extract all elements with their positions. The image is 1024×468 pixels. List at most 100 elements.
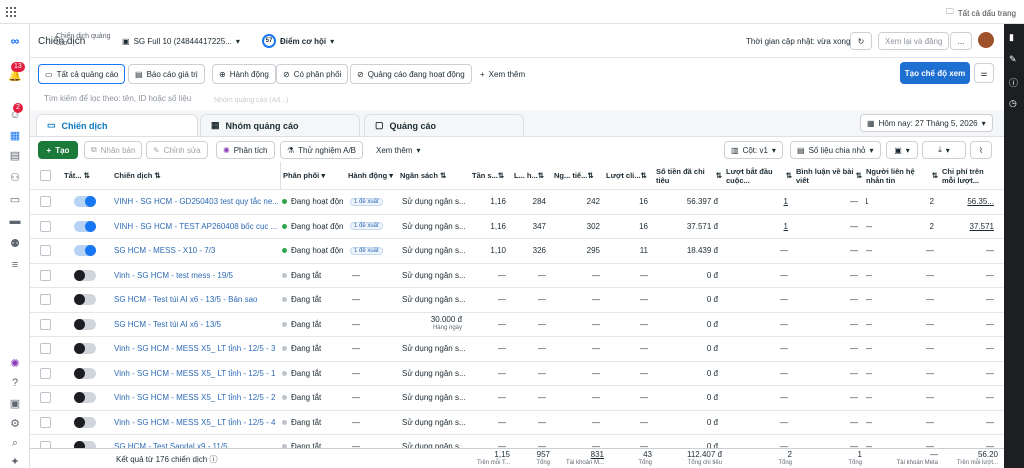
col-header-delivery[interactable]: Phân phối ▾ bbox=[280, 162, 344, 189]
campaign-name-link[interactable]: Vinh - SG HCM - MESS X5_ LT tỉnh - 12/5 … bbox=[114, 411, 278, 435]
card-icon[interactable]: ▬ bbox=[9, 215, 21, 227]
opportunity-score-button[interactable]: 57 Điểm cơ hội ▾ bbox=[256, 32, 341, 50]
edit-button[interactable]: ✎ Chỉnh sửa bbox=[146, 141, 208, 159]
pages-icon[interactable]: ▤ bbox=[9, 149, 21, 162]
col-header-conversations[interactable]: Lượt bắt đầu cuộc... ⇅ bbox=[726, 166, 792, 185]
chart-icon[interactable]: ▮ bbox=[1009, 32, 1014, 42]
row-checkbox[interactable] bbox=[40, 190, 54, 214]
see-more-filters[interactable]: + Xem thêm bbox=[474, 64, 532, 84]
toggle-switch[interactable] bbox=[74, 245, 96, 257]
table-row[interactable]: VINH - SG HCM - TEST AP260408 bốc cục ..… bbox=[30, 215, 1004, 239]
row-toggle[interactable] bbox=[74, 337, 104, 361]
notifications-icon[interactable]: 🔔 13 bbox=[7, 62, 25, 82]
select-all-checkbox[interactable] bbox=[40, 162, 54, 189]
row-checkbox[interactable] bbox=[40, 215, 54, 239]
toggle-switch[interactable] bbox=[74, 392, 96, 404]
budget-cell[interactable]: Sử dụng ngân s... bbox=[402, 190, 468, 214]
duplicate-button[interactable]: ⧉ Nhân bản bbox=[84, 141, 143, 159]
meta-logo-icon[interactable]: ∞ bbox=[10, 34, 20, 48]
checkbox[interactable] bbox=[40, 220, 51, 232]
toggle-switch[interactable] bbox=[74, 196, 96, 208]
table-row[interactable]: Vinh - SG HCM - MESS X5_ LT tỉnh - 12/5 … bbox=[30, 362, 1004, 386]
row-checkbox[interactable] bbox=[40, 313, 54, 337]
row-checkbox[interactable] bbox=[40, 386, 54, 410]
avatar[interactable] bbox=[978, 32, 994, 48]
budget-cell[interactable]: Sử dụng ngân s... bbox=[402, 288, 468, 312]
tab-ad-sets[interactable]: ▦ Nhóm quảng cáo bbox=[200, 114, 360, 136]
budget-cell[interactable]: 30.000 đ Hàng ngày bbox=[402, 313, 468, 337]
table-row[interactable]: Vinh - SG HCM - MESS X5_ LT tỉnh - 12/5 … bbox=[30, 386, 1004, 411]
col-header-budget[interactable]: Ngân sách ⇅ bbox=[400, 171, 447, 180]
col-header-actions[interactable]: Hành động ▾ bbox=[348, 171, 394, 180]
toggle-switch[interactable] bbox=[74, 343, 96, 355]
search-input[interactable]: Tìm kiếm để lọc theo: tên, ID hoặc số li… bbox=[44, 93, 192, 103]
analyze-button[interactable]: ✺ Phân tích bbox=[216, 141, 275, 159]
row-toggle[interactable] bbox=[74, 362, 104, 386]
menu-icon[interactable]: ≡ bbox=[11, 259, 19, 271]
info-icon[interactable]: ⓘ bbox=[1009, 78, 1019, 88]
col-header-clicks[interactable]: Lượt cli... ⇅ bbox=[606, 171, 647, 180]
budget-cell[interactable]: Sử dụng ngân s... bbox=[402, 362, 468, 386]
col-header-toggle[interactable]: Tắt... ⇅ bbox=[64, 171, 90, 180]
chart-view-button[interactable]: ⌇ bbox=[970, 141, 992, 159]
checkbox[interactable] bbox=[40, 245, 51, 257]
campaign-name-link[interactable]: SG HCM - Test túi AI x6 - 13/5 - Bản sao bbox=[114, 288, 278, 312]
toggle-switch[interactable] bbox=[74, 416, 96, 428]
ad-account-select[interactable]: ▣ SG Full 10 (24844417225... ▾ bbox=[116, 32, 246, 50]
active-ads-filter[interactable]: ⊘ Quảng cáo đang hoạt động bbox=[350, 64, 472, 84]
row-checkbox[interactable] bbox=[40, 337, 54, 361]
columns-button[interactable]: ▥ Cột: v1 ▾ bbox=[724, 141, 783, 159]
col-header-frequency[interactable]: Tần s... ⇅ bbox=[472, 171, 505, 180]
checkbox[interactable] bbox=[40, 367, 51, 379]
campaign-name-link[interactable]: SG HCM - Test túi AI x6 - 13/5 bbox=[114, 313, 278, 337]
row-checkbox[interactable] bbox=[40, 411, 54, 435]
billing-icon[interactable]: ▭ bbox=[9, 193, 21, 206]
campaign-name-link[interactable]: Vinh - SG HCM - MESS X5_ LT tỉnh - 12/5 … bbox=[114, 362, 278, 386]
budget-cell[interactable]: Sử dụng ngân s... bbox=[402, 264, 468, 288]
toggle-switch[interactable] bbox=[74, 269, 96, 281]
campaigns-table-icon[interactable]: ▦ bbox=[9, 129, 21, 142]
col-header-comments[interactable]: Bình luận về bài viết ⇅ bbox=[796, 166, 862, 185]
users-icon[interactable]: ⚉ bbox=[10, 237, 20, 250]
tab-campaigns[interactable]: ▭ Chiến dịch bbox=[36, 114, 198, 136]
tab-ads[interactable]: ▢ Quảng cáo bbox=[364, 114, 524, 136]
more-options-button[interactable]: ... bbox=[950, 32, 972, 50]
row-toggle[interactable] bbox=[74, 264, 104, 288]
toggle-switch[interactable] bbox=[74, 318, 96, 330]
campaign-name-link[interactable]: SG HCM - MESS - X10 - 7/3 bbox=[114, 239, 278, 263]
budget-cell[interactable]: Sử dụng ngân s... bbox=[402, 239, 468, 263]
row-toggle[interactable] bbox=[74, 313, 104, 337]
budget-cell[interactable]: Sử dụng ngân s... bbox=[402, 386, 468, 410]
settings-icon[interactable]: ⚙ bbox=[10, 417, 20, 430]
recommendation-badge[interactable]: 1 đề xuất bbox=[350, 190, 398, 214]
apps-grid-icon[interactable] bbox=[6, 7, 16, 17]
campaign-level-select[interactable]: Chiến dịch Chiến dịch quảng cáo bbox=[38, 32, 114, 50]
checkbox[interactable] bbox=[40, 392, 51, 404]
see-more-actions[interactable]: Xem thêm ▾ bbox=[370, 141, 427, 159]
col-header-contacts[interactable]: Người liên hệ nhắn tin ⇅ bbox=[866, 166, 938, 185]
checkbox[interactable] bbox=[40, 196, 51, 208]
col-header-impressions[interactable]: Ng... tiế... ⇅ bbox=[554, 171, 594, 180]
budget-cell[interactable]: Sử dụng ngân s... bbox=[402, 435, 468, 459]
breakdown-button[interactable]: ▤ Số liệu chia nhỏ ▾ bbox=[790, 141, 881, 159]
row-checkbox[interactable] bbox=[40, 288, 54, 312]
campaign-name-link[interactable]: VINH - SG HCM - GD250403 test quy tắc ne… bbox=[114, 190, 278, 214]
toggle-switch[interactable] bbox=[74, 220, 96, 232]
budget-cell[interactable]: Sử dụng ngân s... bbox=[402, 215, 468, 239]
has-delivery-filter[interactable]: ⊘ Có phân phối bbox=[276, 64, 349, 84]
messages-icon[interactable]: ☺ 2 bbox=[7, 103, 23, 122]
checkbox[interactable] bbox=[40, 318, 51, 330]
row-toggle[interactable] bbox=[74, 435, 104, 459]
campaign-name-link[interactable]: VINH - SG HCM - TEST AP260408 bốc cục ..… bbox=[114, 215, 278, 239]
reports-button[interactable]: ▣ ▾ bbox=[886, 141, 918, 159]
table-row[interactable]: Vinh - SG HCM - test mess - 19/5 Đang tắt… bbox=[30, 264, 1004, 288]
budget-cell[interactable]: Sử dụng ngân s... bbox=[402, 411, 468, 435]
row-toggle[interactable] bbox=[74, 239, 104, 263]
table-row[interactable]: Vinh - SG HCM - MESS X5_ LT tỉnh - 12/5 … bbox=[30, 337, 1004, 362]
row-toggle[interactable] bbox=[74, 288, 104, 312]
all-ads-filter[interactable]: ▭ Tất cả quảng cáo bbox=[38, 64, 126, 84]
ab-test-button[interactable]: ⚗ Thử nghiệm A/B bbox=[280, 141, 363, 159]
toggle-switch[interactable] bbox=[74, 441, 96, 453]
date-range-picker[interactable]: ▦ Hôm nay: 27 Tháng 5, 2026 ▾ bbox=[860, 114, 993, 132]
checkbox[interactable] bbox=[40, 294, 51, 306]
